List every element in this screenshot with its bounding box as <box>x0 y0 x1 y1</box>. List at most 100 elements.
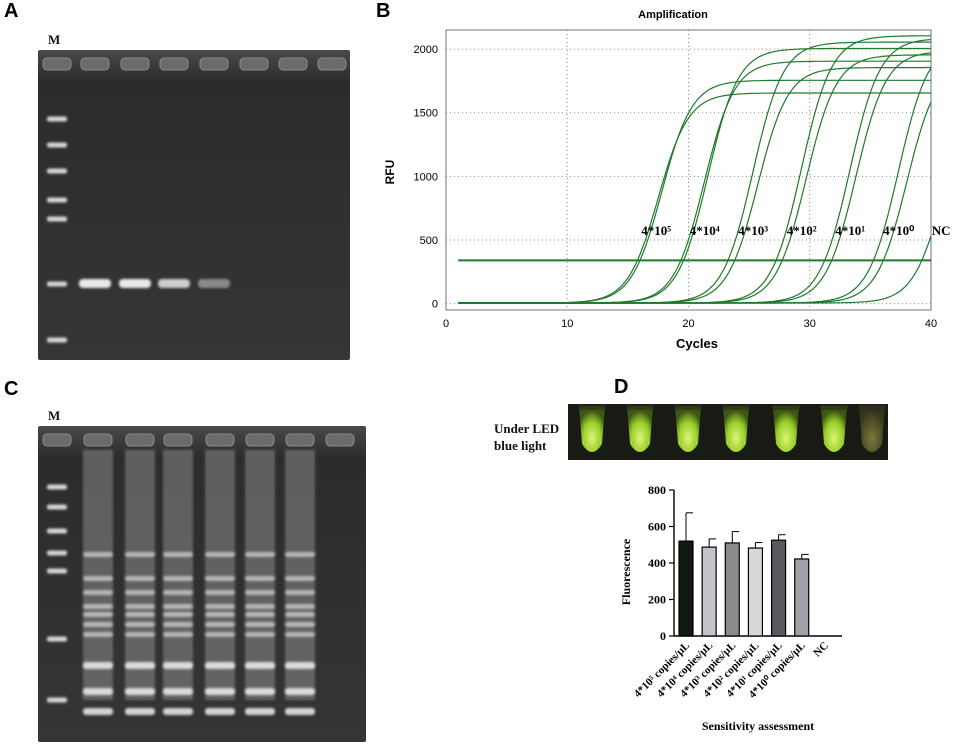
bar-axes: 0 200 400 600 800 <box>648 483 842 643</box>
ladder-band <box>47 197 67 203</box>
sample-band <box>205 552 235 557</box>
tube <box>859 406 885 452</box>
led-label: Under LED blue light <box>494 420 559 454</box>
sample-band <box>245 708 275 715</box>
amplification-curve-labels: 4*10⁵ 4*10⁴ 4*10³ 4*10² 4*10¹ 4*10⁰ NC <box>641 223 950 238</box>
amplification-curve <box>458 38 932 304</box>
fluorescence-bar-chart: Fluorescence Sensitivity assessment 0 200… <box>619 483 842 733</box>
amplification-curve <box>458 52 932 304</box>
fluorescence-bar <box>770 539 787 637</box>
sample-band <box>125 612 155 617</box>
curve-label: 4*10³ <box>738 223 768 238</box>
sample-band <box>245 590 275 595</box>
ladder-band <box>47 550 67 556</box>
tube <box>723 406 749 452</box>
sample-band <box>163 612 193 617</box>
y-tick-label: 2000 <box>414 44 438 56</box>
bar-series <box>678 512 810 637</box>
sample-band <box>125 622 155 627</box>
tube-rim <box>820 404 848 410</box>
ladder-band <box>47 116 67 122</box>
amplification-xlabel: Cycles <box>676 336 718 351</box>
tube <box>675 406 701 452</box>
amplification-ylabel: RFU <box>383 160 397 185</box>
sample-band <box>285 688 315 695</box>
tube-rim <box>858 404 886 410</box>
fluorescence-bar <box>747 547 764 637</box>
sample-band <box>205 632 235 637</box>
curve-label: 4*10² <box>787 223 817 238</box>
y-tick-label: 1500 <box>414 108 438 120</box>
tube <box>821 406 847 452</box>
sample-band <box>83 632 113 637</box>
sample-band <box>285 662 315 669</box>
fluorescence-bar <box>678 540 694 637</box>
sample-band <box>245 688 275 695</box>
y-tick-label: 1000 <box>414 171 438 183</box>
amplification-ticks: 0 10 20 30 40 0 500 1000 1500 2000 <box>414 44 938 330</box>
sample-band <box>163 708 193 715</box>
gel-a-svg <box>38 50 350 360</box>
sample-band <box>205 576 235 581</box>
bar-y-tick-label: 0 <box>660 629 666 643</box>
tube-rim <box>578 404 606 410</box>
sample-band <box>83 622 113 627</box>
sample-band <box>125 708 155 715</box>
sample-band <box>163 604 193 609</box>
sample-band <box>285 604 315 609</box>
sample-band <box>125 632 155 637</box>
sample-band <box>163 576 193 581</box>
sample-band <box>245 622 275 627</box>
sample-band <box>83 662 113 669</box>
sample-band <box>205 662 235 669</box>
sample-band <box>205 612 235 617</box>
gel-c-marker-label: M <box>48 408 61 423</box>
amplification-curve <box>458 47 931 304</box>
sample-band <box>245 576 275 581</box>
panel-a-letter: A <box>4 0 19 22</box>
tube-rim <box>674 404 702 410</box>
sample-band <box>285 612 315 617</box>
sample-band <box>198 279 230 288</box>
gel-well <box>83 433 113 447</box>
gel-c-image <box>38 426 366 742</box>
sample-band <box>125 552 155 557</box>
ladder-band <box>47 337 67 343</box>
sample-band <box>79 279 111 288</box>
ladder-band <box>47 636 67 642</box>
ladder-band <box>47 568 67 574</box>
amplification-curve <box>458 60 931 304</box>
tube <box>773 406 799 452</box>
sample-band <box>125 604 155 609</box>
gel-well <box>42 433 72 447</box>
ladder-band <box>47 281 67 287</box>
gel-well <box>245 433 275 447</box>
sample-band <box>245 662 275 669</box>
sample-band <box>163 632 193 637</box>
gel-well <box>163 433 193 447</box>
tube-rim <box>772 404 800 410</box>
sample-band <box>83 552 113 557</box>
gel-background <box>38 50 350 360</box>
curve-label: 4*10⁵ <box>641 223 671 238</box>
amplification-curve <box>458 79 931 304</box>
amplification-curve <box>458 35 931 304</box>
ladder-band <box>47 216 67 222</box>
fluorescence-bar <box>701 546 717 637</box>
fluorescence-bar <box>794 558 810 637</box>
smear <box>125 450 155 700</box>
x-tick-label: 0 <box>443 318 449 330</box>
gel-well <box>159 57 189 71</box>
bar-category-labels: 4*10⁵ copies/μL4*10⁴ copies/μL4*10³ copi… <box>632 640 831 701</box>
sample-band <box>125 590 155 595</box>
x-tick-label: 40 <box>925 318 937 330</box>
sample-band <box>205 604 235 609</box>
sample-band <box>163 552 193 557</box>
smear <box>163 450 193 700</box>
smear <box>285 450 315 700</box>
curve-label: 4*10¹ <box>835 223 865 238</box>
panel-c-letter: C <box>4 378 19 400</box>
gel-a-image <box>38 50 350 360</box>
sample-band <box>245 632 275 637</box>
sample-band <box>163 662 193 669</box>
